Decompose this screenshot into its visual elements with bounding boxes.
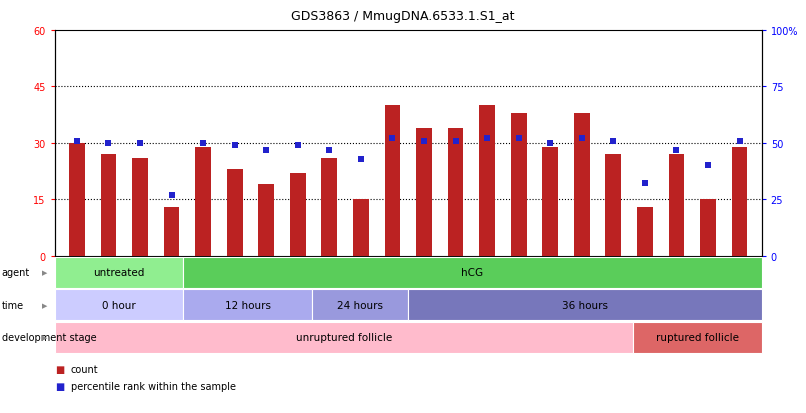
Bar [259,185,274,256]
Bar [416,128,432,256]
Text: 24 hours: 24 hours [337,300,383,310]
Text: ruptured follicle: ruptured follicle [656,332,739,342]
Text: 36 hours: 36 hours [562,300,608,310]
Text: ▶: ▶ [43,270,48,276]
Point [418,138,430,145]
Bar [132,159,147,256]
Point [733,138,746,145]
Bar [480,106,495,256]
Text: ■: ■ [55,364,64,374]
Text: 12 hours: 12 hours [225,300,271,310]
Text: time: time [2,300,23,310]
Bar [384,106,401,256]
Point [544,140,557,147]
Bar [732,147,747,256]
Point [670,147,683,154]
Point [701,163,714,169]
Bar [605,155,621,256]
Bar [700,200,716,256]
Point [228,142,241,149]
Text: 0 hour: 0 hour [102,300,136,310]
Point [386,136,399,142]
Point [102,140,115,147]
Point [355,156,368,163]
Bar [542,147,558,256]
Bar [447,128,463,256]
Bar [637,207,653,256]
Bar [101,155,116,256]
Bar [164,207,180,256]
Point [638,181,651,188]
Bar [353,200,369,256]
Point [513,136,526,142]
Point [607,138,620,145]
Bar [195,147,211,256]
Point [134,140,147,147]
Point [323,147,336,154]
Bar [290,173,305,256]
Bar [669,155,684,256]
Text: development stage: development stage [2,332,96,342]
Text: count: count [71,364,98,374]
Point [575,136,588,142]
Point [70,138,83,145]
Point [480,136,493,142]
Text: hCG: hCG [462,268,484,278]
Bar [69,143,85,256]
Text: percentile rank within the sample: percentile rank within the sample [71,381,236,391]
Text: agent: agent [2,268,30,278]
Text: untreated: untreated [93,268,145,278]
Text: unruptured follicle: unruptured follicle [296,332,392,342]
Bar [511,114,526,256]
Bar [322,159,337,256]
Bar [574,114,590,256]
Text: GDS3863 / MmugDNA.6533.1.S1_at: GDS3863 / MmugDNA.6533.1.S1_at [291,9,515,22]
Text: ■: ■ [55,381,64,391]
Point [449,138,462,145]
Point [197,140,210,147]
Text: ▶: ▶ [43,302,48,308]
Point [260,147,272,154]
Point [165,192,178,199]
Text: ▶: ▶ [43,334,48,340]
Point [291,142,304,149]
Bar [226,170,243,256]
